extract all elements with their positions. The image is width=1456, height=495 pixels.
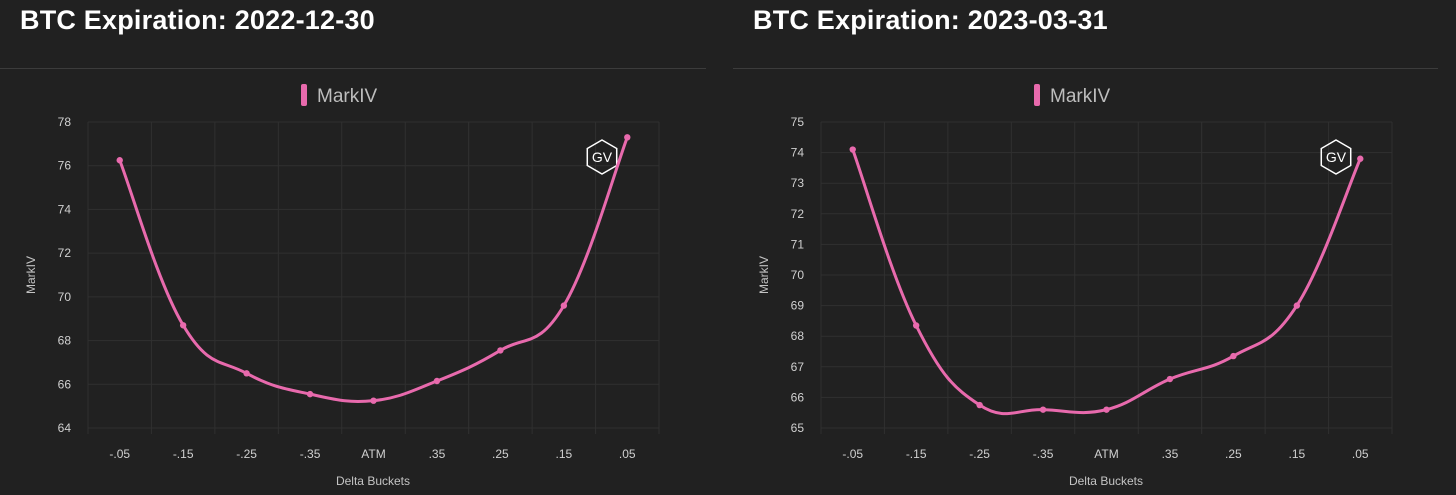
y-tick-label: 65 [791,421,805,435]
x-tick-label: -.35 [300,447,321,461]
data-point [116,157,123,164]
legend-label: MarkIV [1050,86,1111,107]
data-point [1230,352,1237,360]
legend-label: MarkIV [317,86,378,107]
x-tick-label: -.05 [109,447,130,461]
data-point [624,134,631,141]
x-tick-label: -.15 [906,447,927,461]
data-point [1293,302,1301,309]
data-point [306,390,314,398]
y-tick-label: 73 [791,176,805,190]
y-tick-label: 66 [58,377,72,391]
y-tick-label: 66 [791,390,805,404]
x-tick-label: .25 [1225,447,1242,461]
data-point [1039,406,1047,413]
data-point [849,146,856,153]
y-axis-title: MarkIV [757,256,771,294]
gv-label: GV [1326,149,1347,165]
y-tick-label: 68 [58,334,72,348]
grid [820,121,1393,434]
gv-label: GV [592,149,613,165]
x-tick-label: ATM [1094,447,1118,461]
x-tick-label: -.35 [1033,447,1054,461]
x-tick-label: .15 [555,447,572,461]
data-point [912,322,920,329]
data-point [179,322,187,329]
x-tick-label: .05 [619,447,636,461]
data-point [243,370,250,377]
gv-watermark: GV [1320,139,1352,175]
x-tick-label: -.15 [173,447,194,461]
x-axis-title: Delta Buckets [1069,474,1143,488]
x-tick-label: -.05 [842,447,863,461]
chart-title: BTC Expiration: 2023-03-31 [753,5,1108,35]
gv-watermark: GV [586,139,618,175]
data-point [433,377,441,385]
x-tick-label: ATM [361,447,385,461]
y-tick-label: 70 [791,268,805,282]
data-point [370,397,377,404]
x-axis-title: Delta Buckets [336,474,410,488]
title-divider [733,68,1438,69]
y-tick-label: 67 [791,360,805,374]
iv-line-chart: 65 66 67 68 69 70 71 72 73 74 75 -.05 -.15 -.25 -.35 AT… [757,84,1393,488]
data-point [976,401,983,409]
legend: MarkIV [1034,84,1111,107]
y-tick-label: 69 [791,299,805,313]
y-tick-label: 74 [791,146,805,160]
data-point [1357,155,1364,162]
legend-swatch [1034,84,1040,106]
series-line [118,135,629,404]
grid [87,121,660,434]
title-divider [0,68,706,69]
y-tick-label: 68 [791,329,805,343]
x-tick-label: .35 [1162,447,1179,461]
y-tick-label: 76 [58,159,72,173]
x-tick-label: -.25 [236,447,257,461]
chart-title: BTC Expiration: 2022-12-30 [20,5,375,35]
y-tick-label: 75 [791,115,805,129]
data-point [560,302,568,309]
y-tick-label: 78 [58,115,72,129]
gv-hexagon [586,139,618,175]
y-tick-label: 74 [58,202,72,216]
y-tick-label: 70 [58,290,72,304]
y-tick-label: 72 [791,207,805,221]
y-tick-label: 64 [58,421,72,435]
chart-panel-left: BTC Expiration: 2022-12-30 64 66 68 70 72 74 7… [0,0,706,495]
x-tick-label: .25 [492,447,509,461]
x-tick-label: .05 [1352,447,1369,461]
series-line [851,148,1362,416]
data-point [1166,375,1174,383]
legend-swatch [301,84,307,106]
x-tick-label: .35 [429,447,446,461]
chart-panel-right: BTC Expiration: 2023-03-31 65 66 67 68 69 70 7… [733,0,1438,495]
y-tick-label: 71 [791,237,805,251]
gv-hexagon [1320,139,1352,175]
x-tick-label: .15 [1288,447,1305,461]
y-tick-label: 72 [58,246,72,260]
data-point [497,347,504,354]
iv-line-chart: 64 66 68 70 72 74 76 78 -.05 -.15 -.25 -.35 ATM .35 .2… [24,84,660,488]
data-point [1103,406,1110,413]
x-tick-label: -.25 [969,447,990,461]
legend: MarkIV [301,84,378,107]
y-axis-title: MarkIV [24,256,38,294]
